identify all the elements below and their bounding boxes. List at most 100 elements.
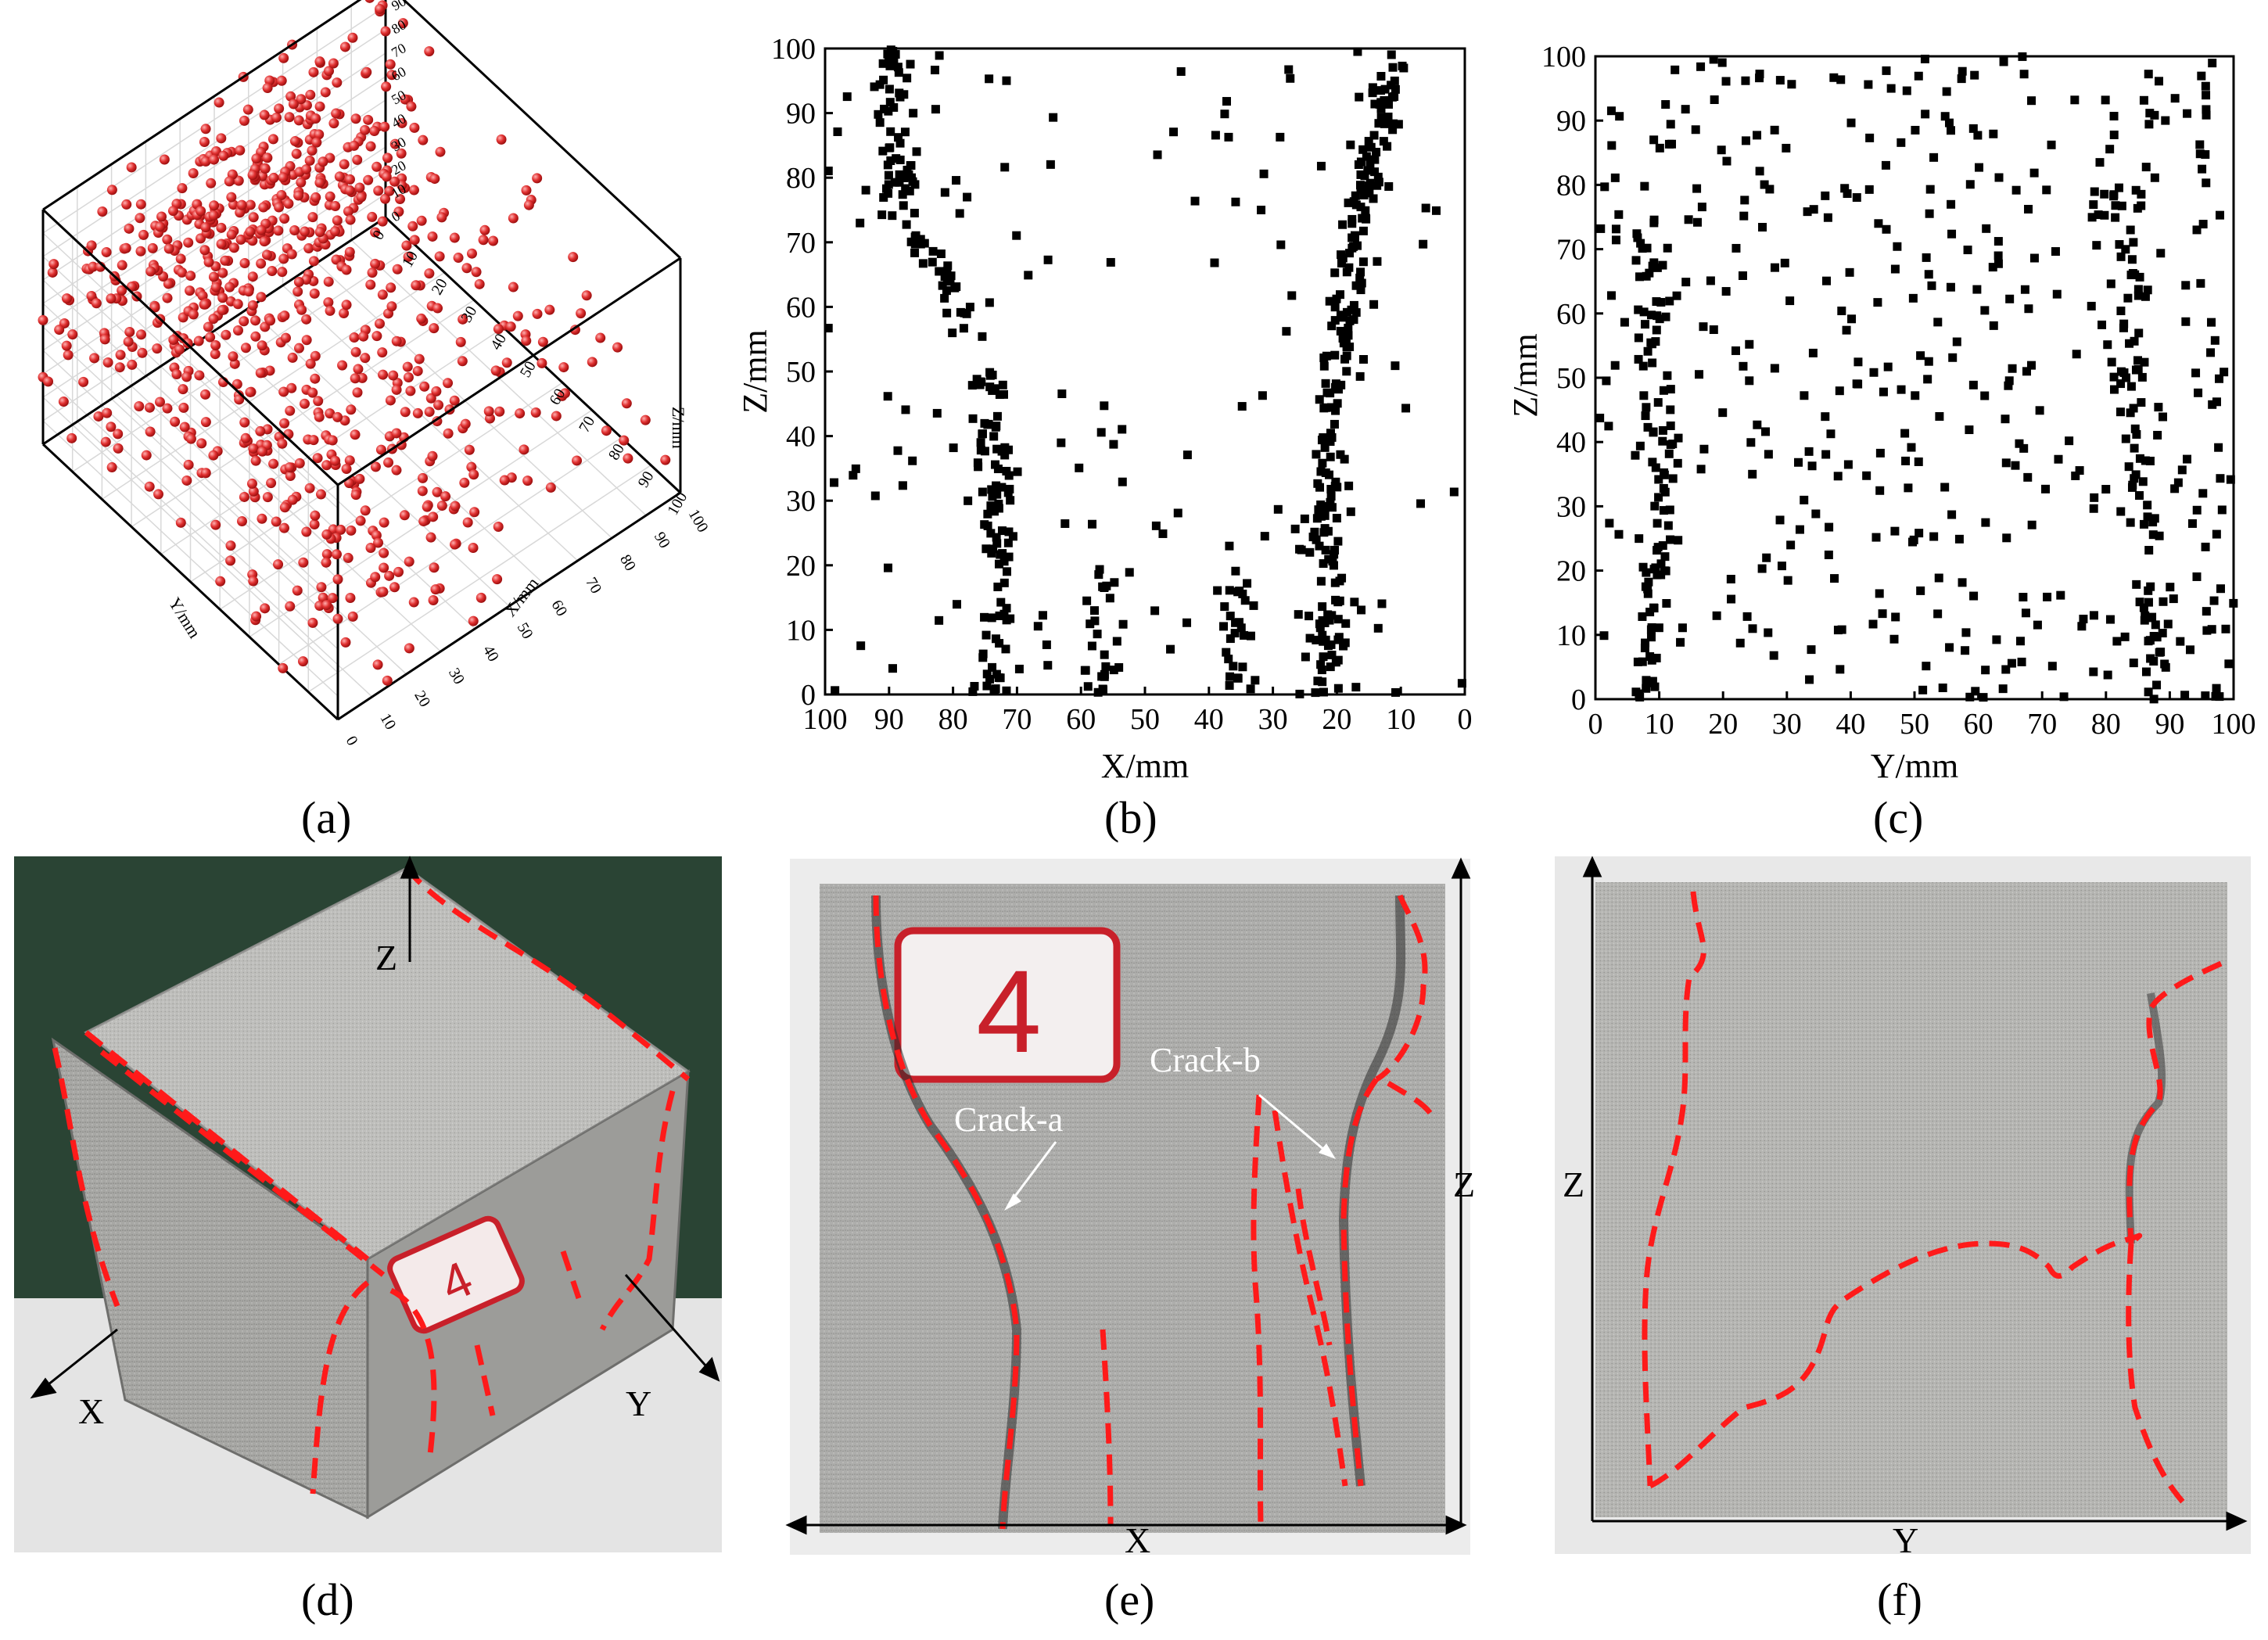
event-sphere (144, 402, 155, 413)
event-point (1333, 399, 1342, 408)
panel-d-specimen-photo: 4 Z X Y (14, 856, 722, 1552)
event-point (1112, 637, 1121, 646)
event-point (856, 218, 865, 228)
event-sphere (297, 656, 308, 667)
event-point (1330, 316, 1340, 325)
event-point (2027, 520, 2037, 529)
event-point (1004, 471, 1014, 480)
event-sphere (273, 559, 284, 570)
event-sphere (640, 414, 651, 425)
event-point (2100, 210, 2109, 220)
event-point (985, 382, 995, 392)
event-sphere (225, 540, 236, 551)
event-point (2196, 278, 2205, 288)
x-tick-label: 20 (1322, 703, 1351, 736)
grid-line (219, 382, 563, 610)
event-point (2149, 694, 2159, 704)
event-point (1871, 533, 1881, 542)
event-point (967, 381, 977, 390)
event-sphere (251, 153, 262, 164)
crack-traces-e (873, 894, 1434, 1530)
event-point (1721, 287, 1731, 296)
event-point (2042, 185, 2051, 195)
event-point (1151, 521, 1161, 530)
event-point (1804, 447, 1814, 456)
event-point (1965, 180, 1975, 189)
event-point (1319, 528, 1329, 537)
grid-line (307, 465, 651, 693)
event-point (886, 127, 895, 136)
event-sphere (381, 81, 392, 92)
event-sphere (233, 175, 244, 186)
event-point (1658, 436, 1667, 446)
event-point (894, 133, 903, 142)
event-point (2140, 357, 2149, 367)
y-tick-label: 100 (1541, 41, 1586, 74)
event-sphere (210, 519, 221, 530)
event-point (875, 118, 885, 127)
event-sphere (287, 352, 298, 363)
event-sphere (305, 89, 316, 100)
event-sphere (209, 200, 220, 211)
y-tick-label: 40 (487, 331, 510, 353)
event-sphere (203, 321, 214, 332)
event-sphere (392, 264, 403, 275)
event-point (1661, 566, 1670, 576)
event-sphere (380, 26, 391, 37)
event-sphere (226, 192, 237, 203)
event-point (1989, 321, 1998, 330)
event-sphere (341, 300, 352, 310)
event-point (1002, 466, 1011, 475)
event-point (952, 176, 961, 185)
x-tick-label: 50 (1900, 708, 1929, 741)
event-point (1457, 679, 1466, 688)
event-sphere (301, 314, 312, 325)
event-point (1316, 161, 1326, 170)
event-sphere (292, 286, 303, 297)
event-point (1718, 408, 1728, 418)
event-point (2158, 629, 2167, 638)
event-point (1238, 589, 1247, 598)
event-sphere (316, 582, 327, 593)
event-sphere (318, 156, 328, 167)
event-point (1607, 141, 1617, 150)
event-sphere (135, 213, 145, 224)
event-sphere (277, 438, 288, 449)
event-point (1326, 452, 1335, 461)
event-point (1957, 74, 1966, 84)
event-point (2155, 531, 2164, 540)
event-point (1633, 657, 1642, 666)
event-point (1833, 626, 1843, 635)
event-sphere (391, 428, 402, 439)
event-sphere (285, 601, 296, 612)
event-point (2229, 598, 2238, 608)
event-sphere (196, 206, 206, 217)
event-sphere (385, 59, 396, 70)
event-point (1057, 438, 1066, 447)
event-point (1312, 450, 1321, 459)
event-point (2098, 320, 2107, 329)
event-sphere (145, 266, 156, 277)
y-axis-label-b: Z/mm (736, 329, 774, 414)
event-sphere (234, 394, 245, 405)
event-point (1366, 142, 1376, 152)
event-sphere (384, 570, 395, 581)
event-point (987, 548, 996, 558)
event-sphere (432, 486, 443, 497)
event-point (2133, 285, 2143, 294)
y-tick-label: 70 (576, 414, 598, 436)
x-tick-label: 100 (2212, 708, 2256, 741)
x-tick-label: 30 (1772, 708, 1802, 741)
event-sphere (210, 339, 221, 350)
event-sphere (551, 411, 562, 422)
event-point (1794, 458, 1803, 467)
event-sphere (458, 314, 468, 325)
y-tick-label: 20 (429, 276, 451, 298)
event-sphere (309, 288, 320, 299)
event-sphere (299, 398, 310, 409)
event-point (1083, 682, 1093, 691)
event-point (1003, 538, 1013, 547)
event-point (1332, 294, 1341, 303)
event-point (1656, 559, 1666, 569)
event-sphere (245, 386, 256, 397)
